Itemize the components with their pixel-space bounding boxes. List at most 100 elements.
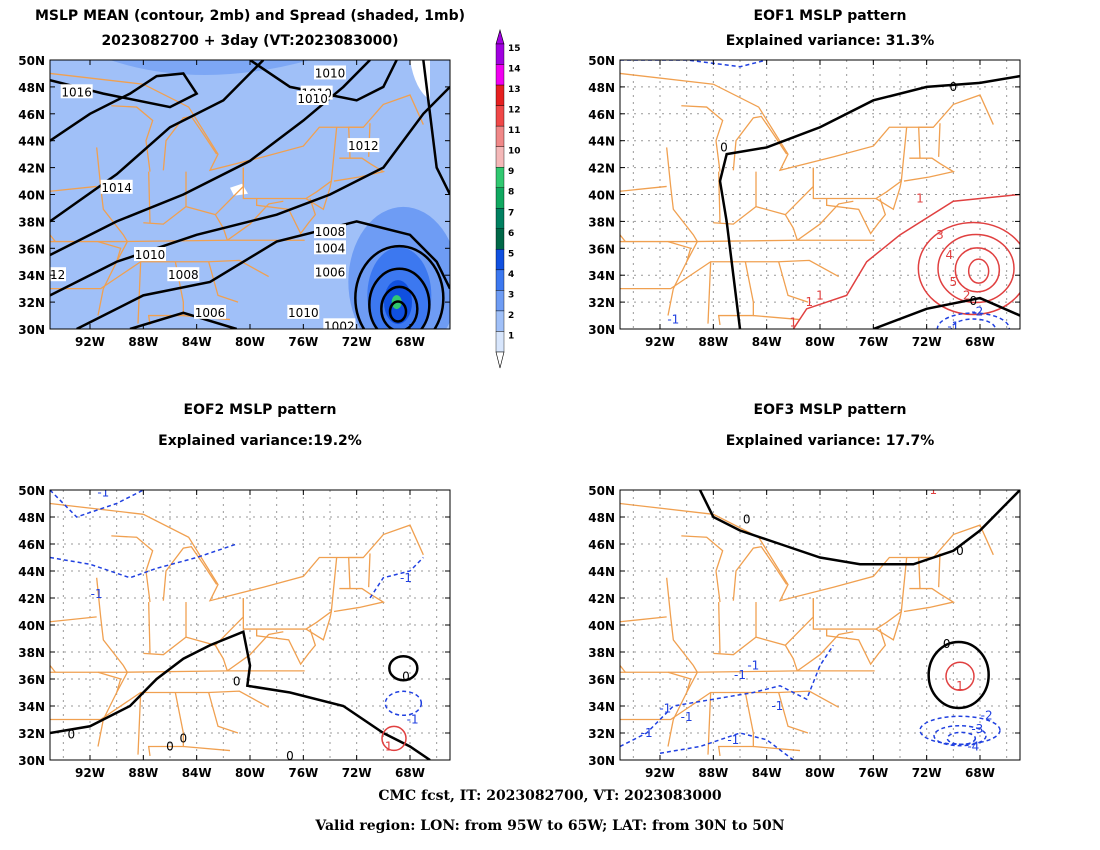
lat-tick-label: 46N [588, 108, 615, 122]
lat-tick-label: 48N [588, 81, 615, 95]
state-border [50, 616, 97, 625]
lat-tick-label: 44N [18, 135, 45, 149]
state-border [620, 234, 626, 242]
lat-tick-label: 30N [18, 754, 45, 768]
lat-tick-label: 48N [588, 511, 615, 525]
contour-label-neg2: -2 [981, 708, 993, 722]
lon-tick-label: 84W [182, 335, 212, 349]
lat-tick-label: 32N [588, 727, 615, 741]
lat-tick-label: 36N [588, 242, 615, 256]
colorbar-label: 5 [508, 249, 514, 259]
contour-label-0: 0 [720, 140, 728, 154]
lat-tick-label: 34N [18, 269, 45, 283]
contour-label-0: 0 [166, 740, 174, 754]
colorbar-swatch [495, 43, 505, 65]
colorbar-label: 9 [508, 167, 514, 177]
state-border [796, 631, 854, 672]
contour-label-bg [167, 267, 200, 282]
lat-tick-label: 38N [588, 215, 615, 229]
contour-label-1006: 1006 [315, 266, 346, 280]
contour-label-0: 0 [743, 513, 751, 527]
colorbar-arrow-top [495, 28, 505, 45]
contour-label-1: 1 [956, 679, 964, 693]
contour-label-1002: 1002 [324, 319, 355, 333]
contour-label-bg [134, 247, 166, 262]
lon-tick-label: 80W [805, 335, 835, 349]
contour-label-bg [50, 267, 66, 282]
lon-tick-label: 92W [75, 766, 105, 780]
lat-tick-label: 32N [18, 727, 45, 741]
lat-tick-label: 32N [588, 296, 615, 310]
state-border [666, 577, 699, 747]
colorbar-swatch [495, 249, 505, 271]
state-border [137, 261, 142, 324]
colorbar-label: 2 [508, 311, 514, 321]
state-border [620, 239, 875, 243]
lat-tick-label: 44N [588, 565, 615, 579]
lon-tick-label: 84W [752, 335, 782, 349]
colorbar-swatch [495, 269, 505, 291]
lat-tick-label: 40N [18, 189, 45, 203]
contour-label-bg [347, 138, 380, 153]
contour-label-1006: 1006 [195, 306, 226, 320]
lon-tick-label: 68W [395, 766, 425, 780]
contour-label-1014: 1014 [101, 181, 132, 195]
contour-label-0: 0 [956, 544, 964, 558]
colorbar-swatch [495, 125, 505, 147]
lat-tick-label: 36N [588, 673, 615, 687]
isobar-1014 [50, 60, 265, 223]
contour-label-1010: 1010 [288, 306, 319, 320]
state-border [143, 636, 187, 656]
state-border [784, 644, 798, 672]
contour-pos5 [967, 258, 990, 284]
colorbar-label: 3 [508, 290, 514, 300]
contour-label-neg1: -1 [747, 659, 759, 673]
lat-tick-label: 38N [18, 646, 45, 660]
lon-tick-label: 68W [965, 766, 995, 780]
lon-tick-label: 76W [858, 766, 888, 780]
colorbar-swatch [495, 166, 505, 188]
contour-label-neg1: -1 [641, 726, 653, 740]
contour-neg2-east [933, 724, 987, 747]
state-border [732, 545, 788, 601]
lat-tick-label: 50N [588, 484, 615, 498]
lat-tick-label: 42N [588, 592, 615, 606]
state-border [50, 670, 305, 673]
lat-tick-label: 48N [18, 81, 45, 95]
state-border [753, 314, 801, 321]
state-border [97, 671, 122, 693]
isobar-1016 [50, 72, 199, 142]
contour-zero-east [927, 640, 990, 710]
colorbar-label: 10 [508, 147, 521, 157]
contour-label-1: 1 [790, 315, 798, 329]
state-border [732, 115, 788, 171]
colorbar-label: 6 [508, 229, 514, 239]
contour-label-1012: 1012 [35, 268, 66, 282]
colorbar-arrow-bottom [495, 351, 505, 369]
contour-label-1010: 1010 [135, 248, 166, 262]
state-border [755, 167, 814, 216]
map-panel-mean: 1016101010101010101210141010100810081006… [18, 54, 451, 349]
state-border [667, 240, 692, 262]
lat-tick-label: 38N [588, 646, 615, 660]
lat-tick-label: 30N [588, 323, 615, 337]
mean-title-line2: 2023082700 + 3day (VT:2023083000) [101, 33, 399, 49]
contour-label-neg1: -1 [659, 702, 671, 716]
contour-label-neg1: -1 [681, 710, 693, 724]
contour-label-neg1: -1 [667, 313, 679, 327]
contour-label-neg1: -1 [407, 713, 419, 727]
mean-title-line1: MSLP MEAN (contour, 2mb) and Spread (sha… [35, 8, 465, 24]
state-border [137, 692, 142, 755]
state-border [208, 692, 239, 734]
state-border [96, 577, 129, 747]
lon-tick-label: 88W [698, 335, 728, 349]
colorbar-swatch [495, 331, 505, 353]
state-border [162, 545, 218, 601]
lat-tick-label: 42N [18, 162, 45, 176]
state-border [50, 690, 269, 721]
contour-label-0: 0 [180, 731, 188, 745]
